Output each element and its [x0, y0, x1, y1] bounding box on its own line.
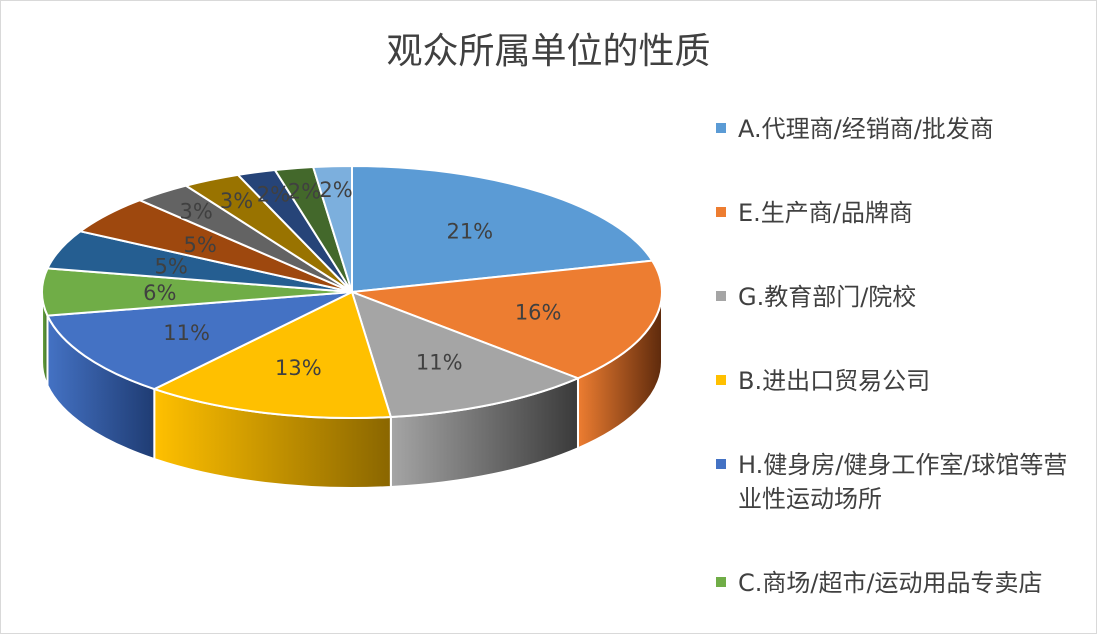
legend-label: G.教育部门/院校 [738, 283, 917, 311]
legend-item: A.代理商/经销商/批发商 [716, 112, 1086, 146]
legend-label: H.健身房/健身工作室/球馆等营业性运动场所 [738, 451, 1068, 513]
data-label: 13% [275, 356, 322, 380]
data-label: 5% [183, 233, 216, 257]
pie-slice [151, 290, 393, 419]
legend-swatch [716, 459, 726, 469]
data-label: 3% [220, 189, 253, 213]
legend-label: A.代理商/经销商/批发商 [738, 115, 994, 143]
pie-top [41, 164, 663, 419]
legend-item: E.生产商/品牌商 [716, 196, 1086, 230]
legend: A.代理商/经销商/批发商 E.生产商/品牌商 G.教育部门/院校 B.进出口贸易公司… [716, 112, 1086, 600]
data-label: 2% [319, 178, 352, 202]
data-label: 2% [288, 180, 321, 204]
legend-item: C.商场/超市/运动用品专卖店 [716, 566, 1086, 600]
data-labels: 21%16%11%13%11%6%5%5%3% 3% 2%2%2% [143, 178, 561, 380]
legend-label: B.进出口贸易公司 [738, 367, 931, 395]
chart-title: 观众所属单位的性质 [386, 31, 711, 72]
pie-slice [311, 164, 353, 293]
pie-slice [350, 290, 581, 419]
legend-swatch [716, 375, 726, 385]
pie-slice [45, 291, 353, 391]
legend-label: E.生产商/品牌商 [738, 199, 913, 227]
data-label: 5% [154, 255, 187, 279]
legend-label: C.商场/超市/运动用品专卖店 [738, 569, 1043, 597]
legend-swatch [716, 207, 726, 217]
legend-swatch [716, 123, 726, 133]
legend-swatch [716, 291, 726, 301]
pie-slice [351, 259, 663, 380]
data-label: 3% [180, 199, 213, 223]
data-label: 6% [143, 281, 176, 305]
data-label: 11% [416, 351, 463, 375]
legend-item: G.教育部门/院校 [716, 280, 1086, 314]
data-label: 16% [515, 300, 562, 324]
data-label: 21% [446, 219, 493, 243]
legend-swatch [716, 577, 726, 587]
pie-slice [351, 164, 654, 294]
data-label: 2% [257, 183, 290, 207]
legend-item: B.进出口贸易公司 [716, 364, 1086, 398]
data-label: 11% [163, 321, 210, 345]
legend-item: H.健身房/健身工作室/球馆等营业性运动场所 [716, 448, 1086, 516]
